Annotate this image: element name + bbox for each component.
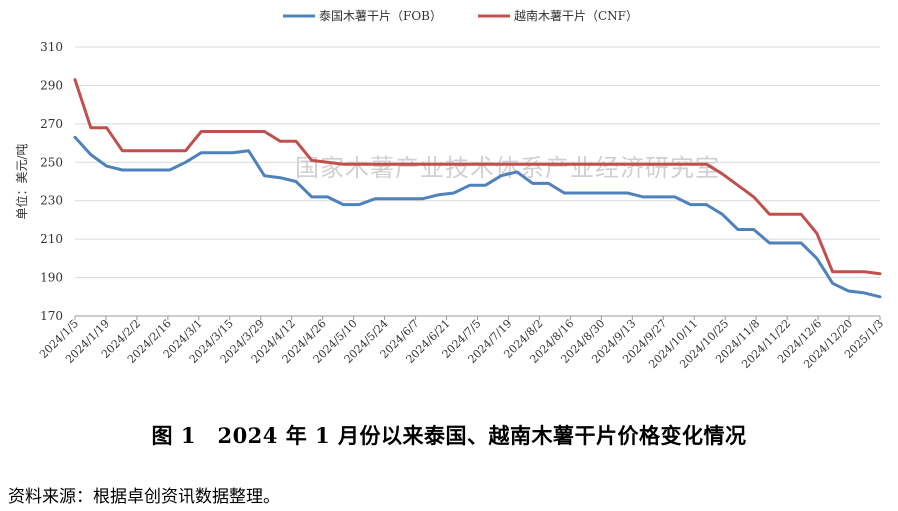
y-tick-label: 230 <box>40 194 63 208</box>
watermark: 国家木薯产业技术体系产业经济研究室 <box>295 154 720 182</box>
gridlines <box>75 46 880 317</box>
series-line-thailand-fob <box>73 135 882 299</box>
x-axis-ticks: 2024/1/52024/1/192024/2/22024/2/162024/3… <box>37 316 886 371</box>
figure-caption: 图 1 2024 年 1 月份以来泰国、越南木薯干片价格变化情况 <box>151 423 747 448</box>
y-tick-label: 290 <box>40 78 63 92</box>
series-lines <box>73 78 882 299</box>
series-line-vietnam-cnf <box>73 78 882 276</box>
y-tick-label: 170 <box>40 309 63 323</box>
legend-label: 越南木薯干片（CNF） <box>514 8 638 23</box>
y-tick-label: 250 <box>40 155 63 169</box>
legend-label: 泰国木薯干片（FOB） <box>319 9 442 23</box>
y-tick-label: 190 <box>40 271 63 285</box>
data-source-note: 资料来源：根据卓创资讯数据整理。 <box>8 487 280 507</box>
y-tick-label: 210 <box>40 232 63 246</box>
y-tick-label: 270 <box>40 117 63 131</box>
y-axis-label: 单位：美元/吨 <box>14 143 29 219</box>
y-axis-ticks: 170 190 210 230 250 270 290 310 <box>40 40 63 323</box>
legend: 泰国木薯干片（FOB） 越南木薯干片（CNF） <box>283 8 638 23</box>
line-chart: 170 190 210 230 250 270 290 310 2024/1/52024/1/… <box>14 8 886 371</box>
y-tick-label: 310 <box>40 40 63 54</box>
